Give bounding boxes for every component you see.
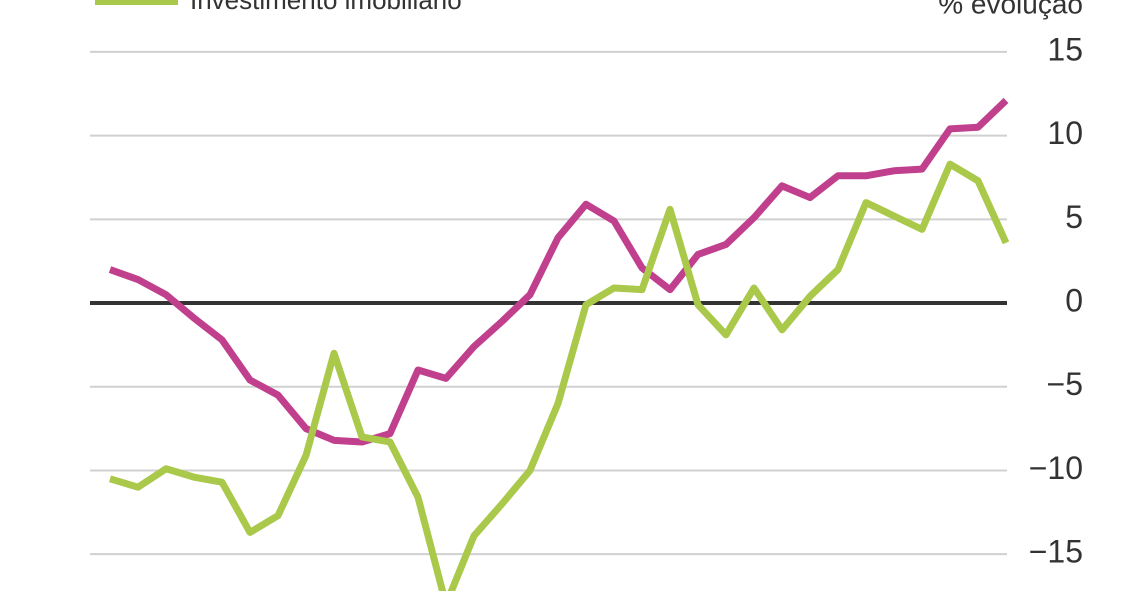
- series-line: [108, 160, 1010, 591]
- y-tick-label: 5: [1065, 199, 1083, 235]
- y-tick-label: −15: [1029, 534, 1083, 570]
- y-axis-label: % evolução: [938, 0, 1083, 19]
- y-tick-label: −10: [1029, 450, 1083, 486]
- y-tick-label: 10: [1047, 115, 1083, 151]
- y-tick-label: 0: [1065, 282, 1083, 318]
- y-tick-label: 15: [1047, 31, 1083, 67]
- series-line: [108, 97, 1009, 446]
- y-tick-label: −5: [1047, 366, 1083, 402]
- legend-label: Investimento imobiliário: [190, 0, 462, 15]
